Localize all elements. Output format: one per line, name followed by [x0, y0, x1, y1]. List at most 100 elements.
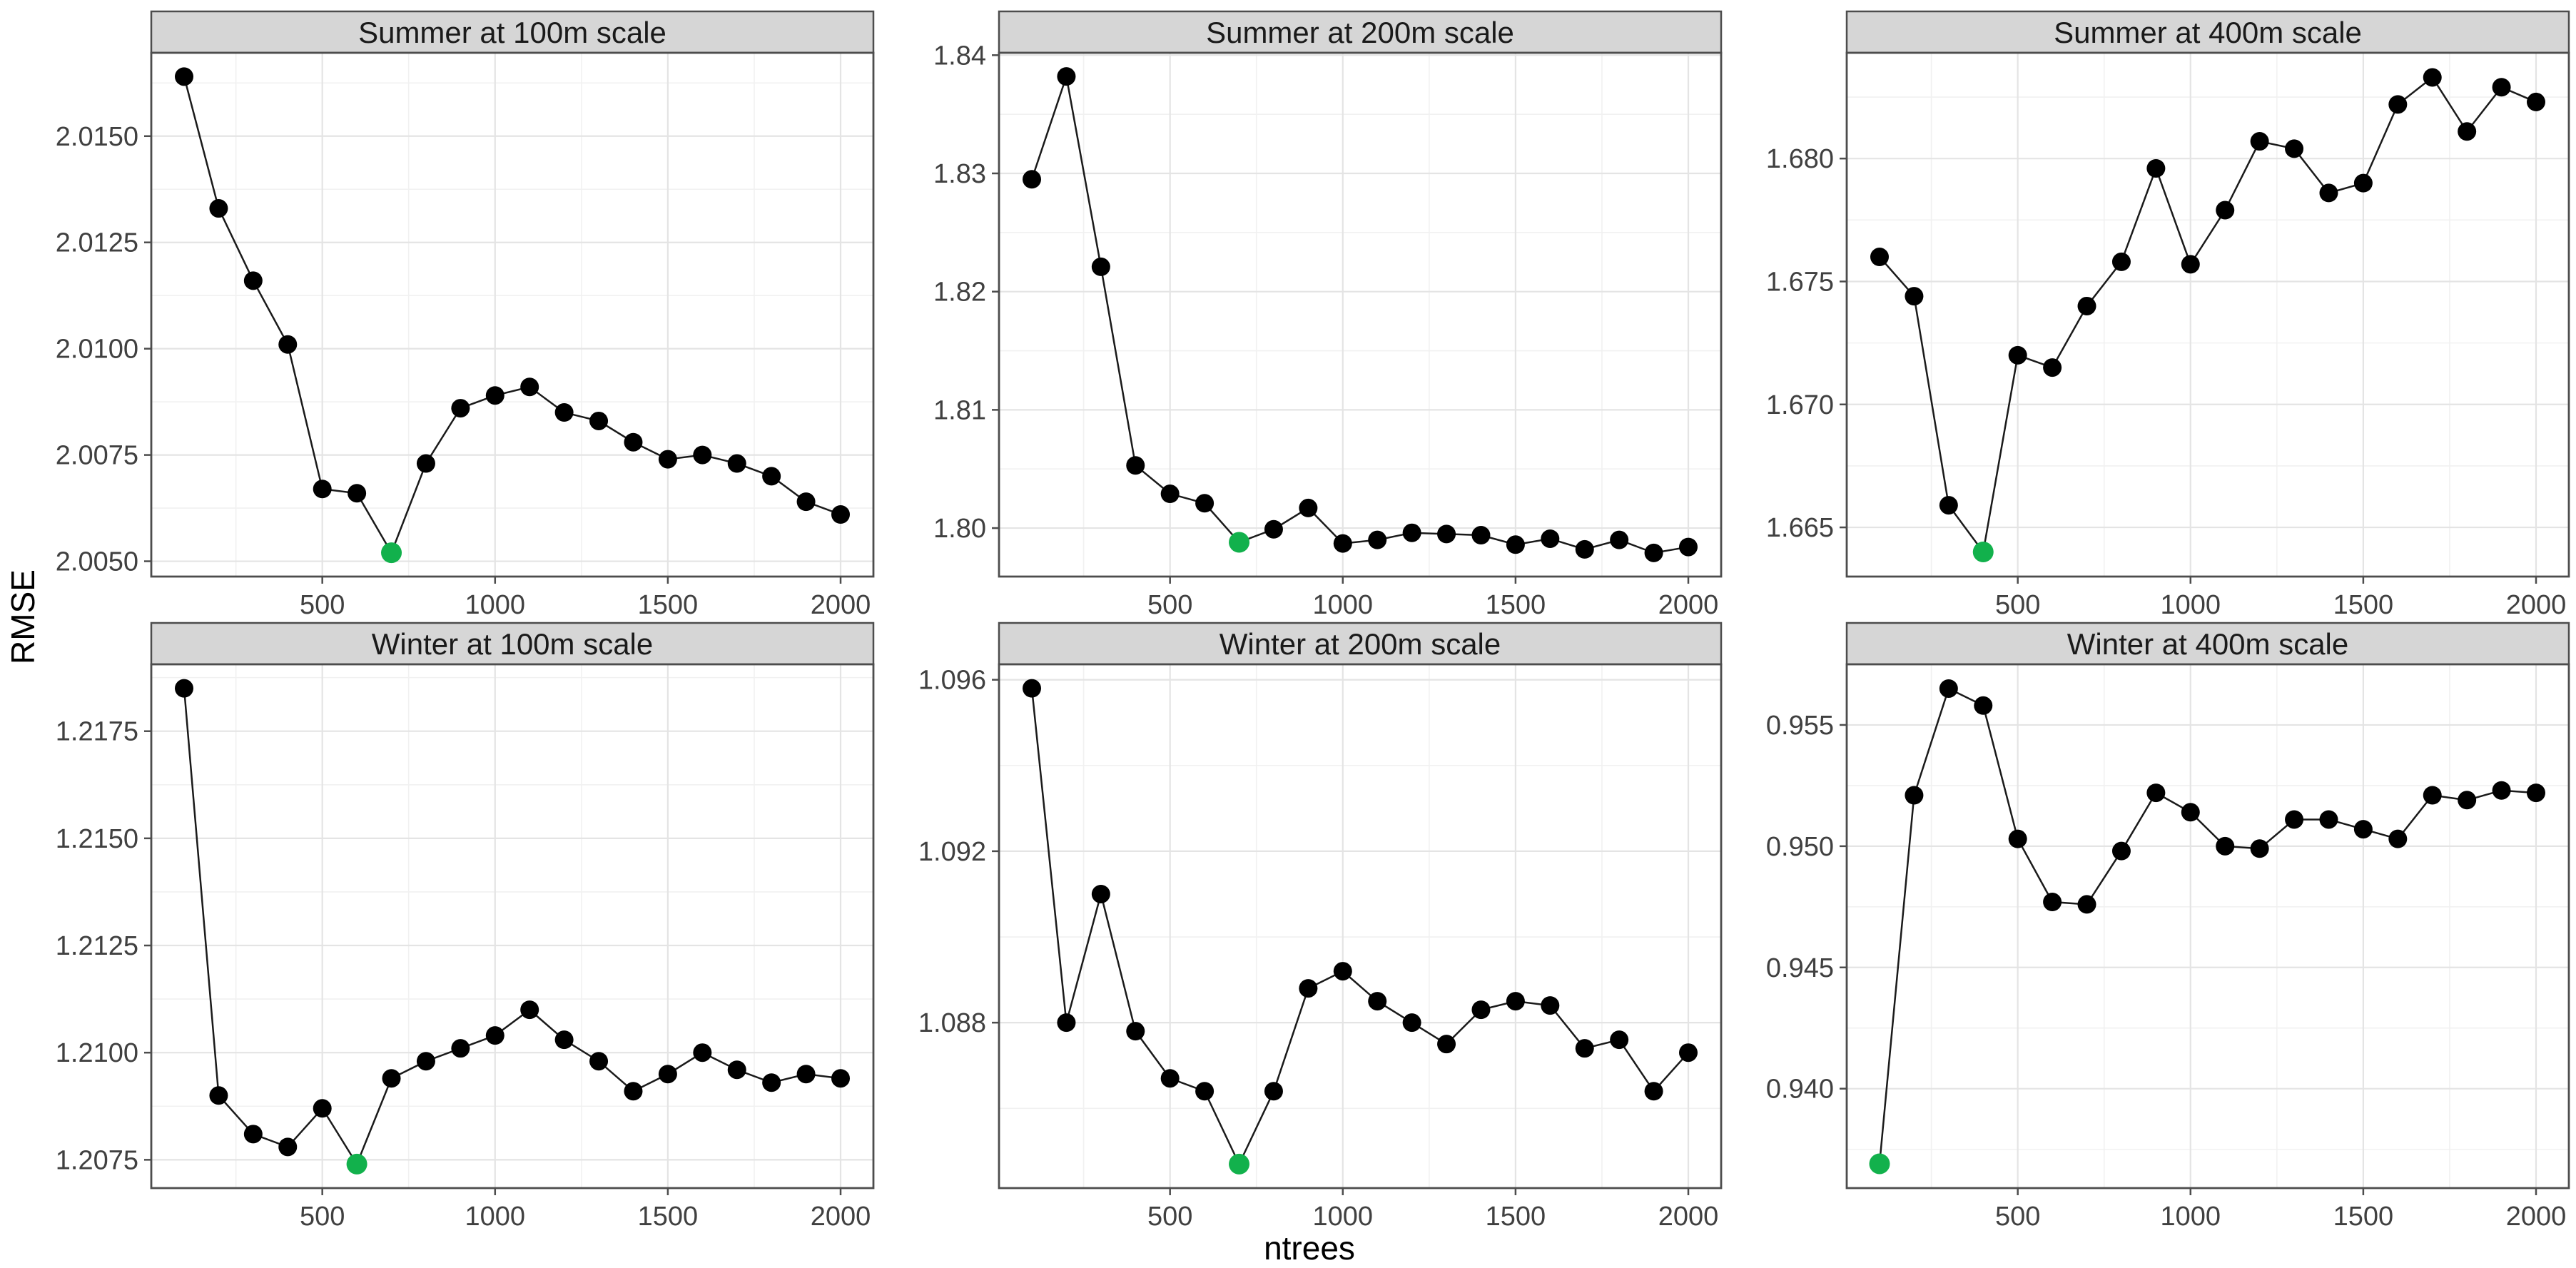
facet-strip	[150, 10, 875, 54]
data-point	[2043, 358, 2062, 377]
y-tick-label: 1.81	[933, 395, 986, 425]
data-point	[693, 1043, 712, 1062]
x-tick-label: 1000	[1313, 1202, 1374, 1229]
data-point	[1870, 248, 1889, 267]
data-point	[2146, 158, 2166, 178]
best-data-point	[1869, 1153, 1890, 1175]
data-point	[1575, 539, 1594, 559]
y-tick-label: 1.82	[933, 278, 986, 308]
x-tick-label: 500	[300, 590, 345, 617]
x-tick-label: 2000	[1658, 1202, 1719, 1229]
x-axis-title: ntrees	[1264, 1229, 1355, 1267]
data-point	[2111, 841, 2131, 861]
panel-background	[999, 664, 1721, 1188]
facet-winter-100m: Winter at 100m scale 1.2075 1.2100 1.2125 1.…	[43, 617, 881, 1232]
data-point	[727, 1060, 746, 1080]
data-point	[1160, 485, 1180, 504]
data-point	[313, 480, 332, 499]
data-point	[520, 377, 539, 397]
data-point	[1506, 535, 1525, 554]
data-point	[2181, 803, 2200, 822]
data-point	[485, 1026, 504, 1045]
y-tick-label: 1.665	[1766, 513, 1834, 543]
x-tick-label: 1000	[465, 590, 526, 617]
y-tick-label: 2.0050	[56, 547, 138, 577]
data-point	[1471, 1000, 1491, 1020]
x-tick-label: 500	[1147, 590, 1192, 617]
data-point	[2216, 836, 2235, 856]
data-point	[1333, 962, 1352, 981]
y-tick-label: 1.670	[1766, 390, 1834, 420]
facet-grid: Summer at 100m scale 2.0050 2.0075 2.0100 2.…	[43, 6, 2576, 1232]
data-point	[1437, 1035, 1456, 1054]
data-point	[1402, 523, 1421, 542]
data-point	[2353, 820, 2373, 839]
data-point	[2146, 783, 2166, 803]
data-point	[416, 454, 435, 473]
data-point	[243, 1125, 263, 1144]
data-point	[658, 450, 677, 469]
series-line	[1878, 687, 2537, 1165]
data-point	[2319, 810, 2338, 829]
data-point	[1023, 170, 1041, 189]
x-tick-label: 500	[1147, 1202, 1192, 1229]
x-tick-label: 1500	[1486, 590, 1546, 617]
y-tick-label: 1.088	[918, 1008, 986, 1038]
facet-winter-200m: Winter at 200m scale 1.088 1.092 1.096 500 10…	[891, 617, 1728, 1232]
data-point	[485, 386, 504, 405]
data-point	[1057, 1013, 1076, 1033]
panel-border	[998, 663, 1723, 1190]
data-point	[624, 432, 643, 452]
y-tick-label: 1.83	[933, 159, 986, 189]
data-point	[762, 467, 781, 486]
panel-border	[150, 663, 875, 1190]
data-point	[762, 1073, 781, 1092]
x-tick-label: 1500	[638, 1202, 699, 1229]
panel-background	[151, 53, 873, 577]
y-tick-label: 0.940	[1766, 1075, 1834, 1105]
data-point	[278, 1137, 298, 1157]
data-point	[2527, 783, 2545, 803]
data-point	[1939, 496, 1958, 515]
best-data-point	[381, 542, 402, 564]
data-point	[1091, 257, 1110, 276]
data-point	[348, 484, 367, 503]
data-point	[209, 1086, 228, 1105]
data-point	[2388, 95, 2408, 114]
x-tick-label: 2000	[1658, 590, 1719, 617]
y-tick-label: 1.096	[918, 666, 986, 696]
data-point	[2181, 255, 2200, 274]
data-point	[658, 1065, 677, 1084]
data-point	[2423, 786, 2442, 805]
data-point	[831, 1069, 850, 1088]
facet-summer-200m: Summer at 200m scale 1.80 1.81 1.82 1.83 1.84…	[891, 6, 1728, 620]
data-point	[1264, 1082, 1283, 1101]
data-point	[1126, 1022, 1145, 1041]
data-point	[2008, 345, 2027, 365]
data-point	[2388, 829, 2408, 848]
data-point	[554, 403, 574, 422]
data-point	[2319, 183, 2338, 203]
y-tick-label: 1.2125	[56, 931, 138, 961]
data-point	[1541, 996, 1560, 1015]
y-tick-label: 2.0150	[56, 122, 138, 152]
y-tick-label: 1.2075	[56, 1145, 138, 1175]
facet-title: Summer at 400m scale	[2054, 16, 2362, 49]
facet-title: Winter at 200m scale	[1219, 627, 1501, 661]
best-data-point	[1229, 532, 1250, 553]
data-point	[1610, 1030, 1629, 1050]
data-point	[1679, 1043, 1698, 1062]
x-tick-label: 1000	[2161, 590, 2221, 617]
data-point	[2250, 132, 2269, 151]
data-point	[209, 199, 228, 218]
data-point	[1160, 1069, 1180, 1088]
data-point	[1610, 530, 1629, 549]
facet-title: Summer at 100m scale	[358, 16, 666, 49]
data-point	[2353, 173, 2373, 193]
data-point	[2111, 252, 2131, 271]
facet-plot-winter-100m: Winter at 100m scale 1.2075 1.2100 1.2125 1.…	[56, 622, 875, 1232]
x-tick-label: 1500	[2333, 590, 2394, 617]
data-point	[1299, 979, 1318, 998]
data-point	[1575, 1039, 1594, 1058]
data-point	[2077, 895, 2096, 914]
